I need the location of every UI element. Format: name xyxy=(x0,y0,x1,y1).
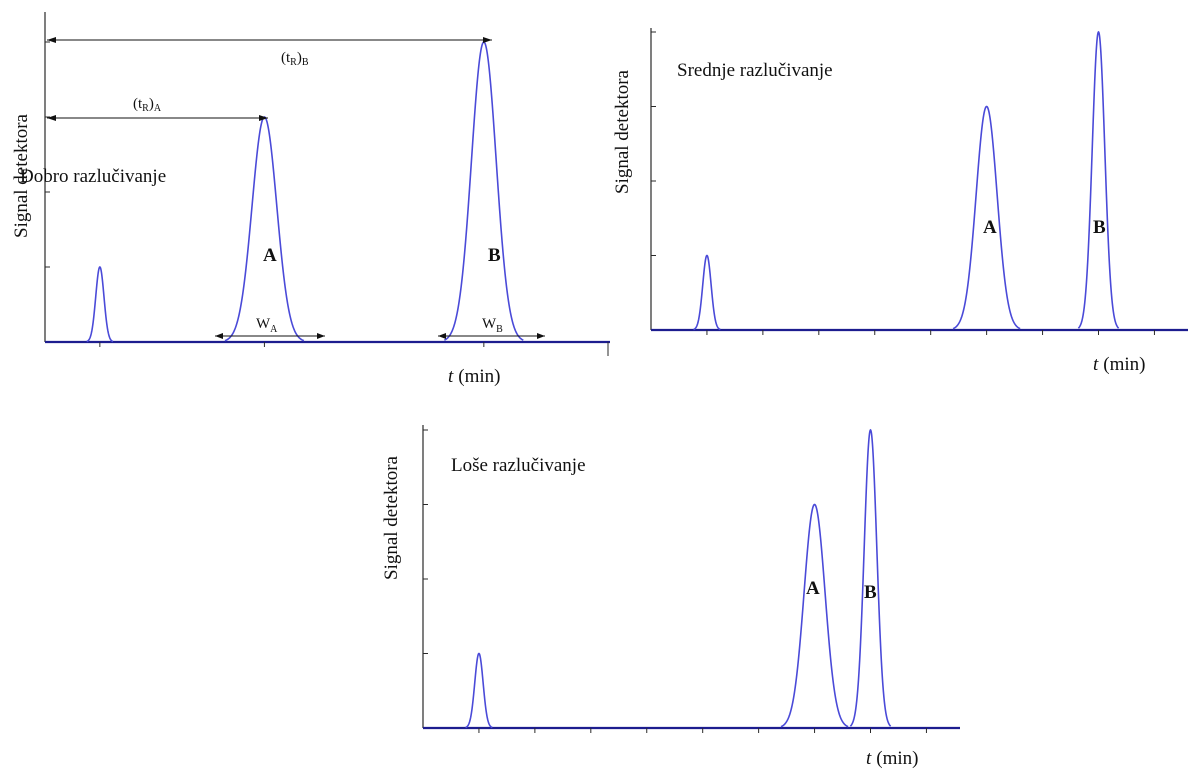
x-axis-label: t (min) xyxy=(448,366,501,387)
peak-curve-b xyxy=(443,41,524,341)
arrow-head xyxy=(537,333,545,339)
arrow-head xyxy=(483,37,492,43)
peak-curve-solvent xyxy=(86,266,114,343)
peaks xyxy=(465,428,892,729)
x-ticks xyxy=(706,330,1155,335)
y-axis-label: Signal detektora xyxy=(11,113,32,238)
panel-medium-resolution: A B Srednje razlučivanje Signal detektor… xyxy=(612,28,1188,375)
x-ticks xyxy=(478,728,927,733)
arrow-head xyxy=(317,333,325,339)
chart-title: Loše razlučivanje xyxy=(451,455,586,476)
y-ticks xyxy=(651,31,656,256)
panel-good-resolution: (tR)B (tR)A WA WB A B Dobro razlučivanje… xyxy=(11,12,610,387)
peak-label-a: A xyxy=(806,578,820,599)
peak-label-a: A xyxy=(263,245,277,266)
peak-curve-solvent xyxy=(465,652,493,729)
peak-label-b: B xyxy=(488,245,501,266)
arrow-head xyxy=(259,115,268,121)
x-axis-label: t (min) xyxy=(866,748,919,769)
peak-label-a: A xyxy=(983,217,997,238)
annotation-tr-a: (tR)A xyxy=(133,96,162,114)
x-axis-label: t (min) xyxy=(1093,354,1146,375)
panel-poor-resolution: A B Loše razlučivanje Signal detektora t… xyxy=(381,425,960,769)
peak-curve-solvent xyxy=(693,254,721,331)
y-ticks xyxy=(45,41,50,268)
arrow-head xyxy=(47,37,56,43)
peak-label-b: B xyxy=(864,582,877,603)
peak-curve-b xyxy=(849,428,892,727)
annotation-w-b: WB xyxy=(482,316,503,335)
annotation-tr-b: (tR)B xyxy=(281,50,309,68)
arrow-head xyxy=(47,115,56,121)
peak-curve-a xyxy=(224,116,305,342)
chart-title: Dobro razlučivanje xyxy=(20,166,166,187)
x-ticks xyxy=(99,342,485,347)
y-axis-label: Signal detektora xyxy=(612,69,633,194)
arrow-head xyxy=(438,333,446,339)
arrow-head xyxy=(215,333,223,339)
y-axis-label: Signal detektora xyxy=(381,455,402,580)
y-ticks xyxy=(423,429,428,654)
chart-title: Srednje razlučivanje xyxy=(677,60,833,81)
peak-curve-a xyxy=(952,105,1021,330)
peak-label-b: B xyxy=(1093,217,1106,238)
peaks xyxy=(693,30,1120,331)
peak-curve-a xyxy=(780,503,849,728)
peaks xyxy=(86,41,524,343)
annotation-w-a: WA xyxy=(256,316,278,335)
peak-curve-b xyxy=(1077,30,1120,329)
